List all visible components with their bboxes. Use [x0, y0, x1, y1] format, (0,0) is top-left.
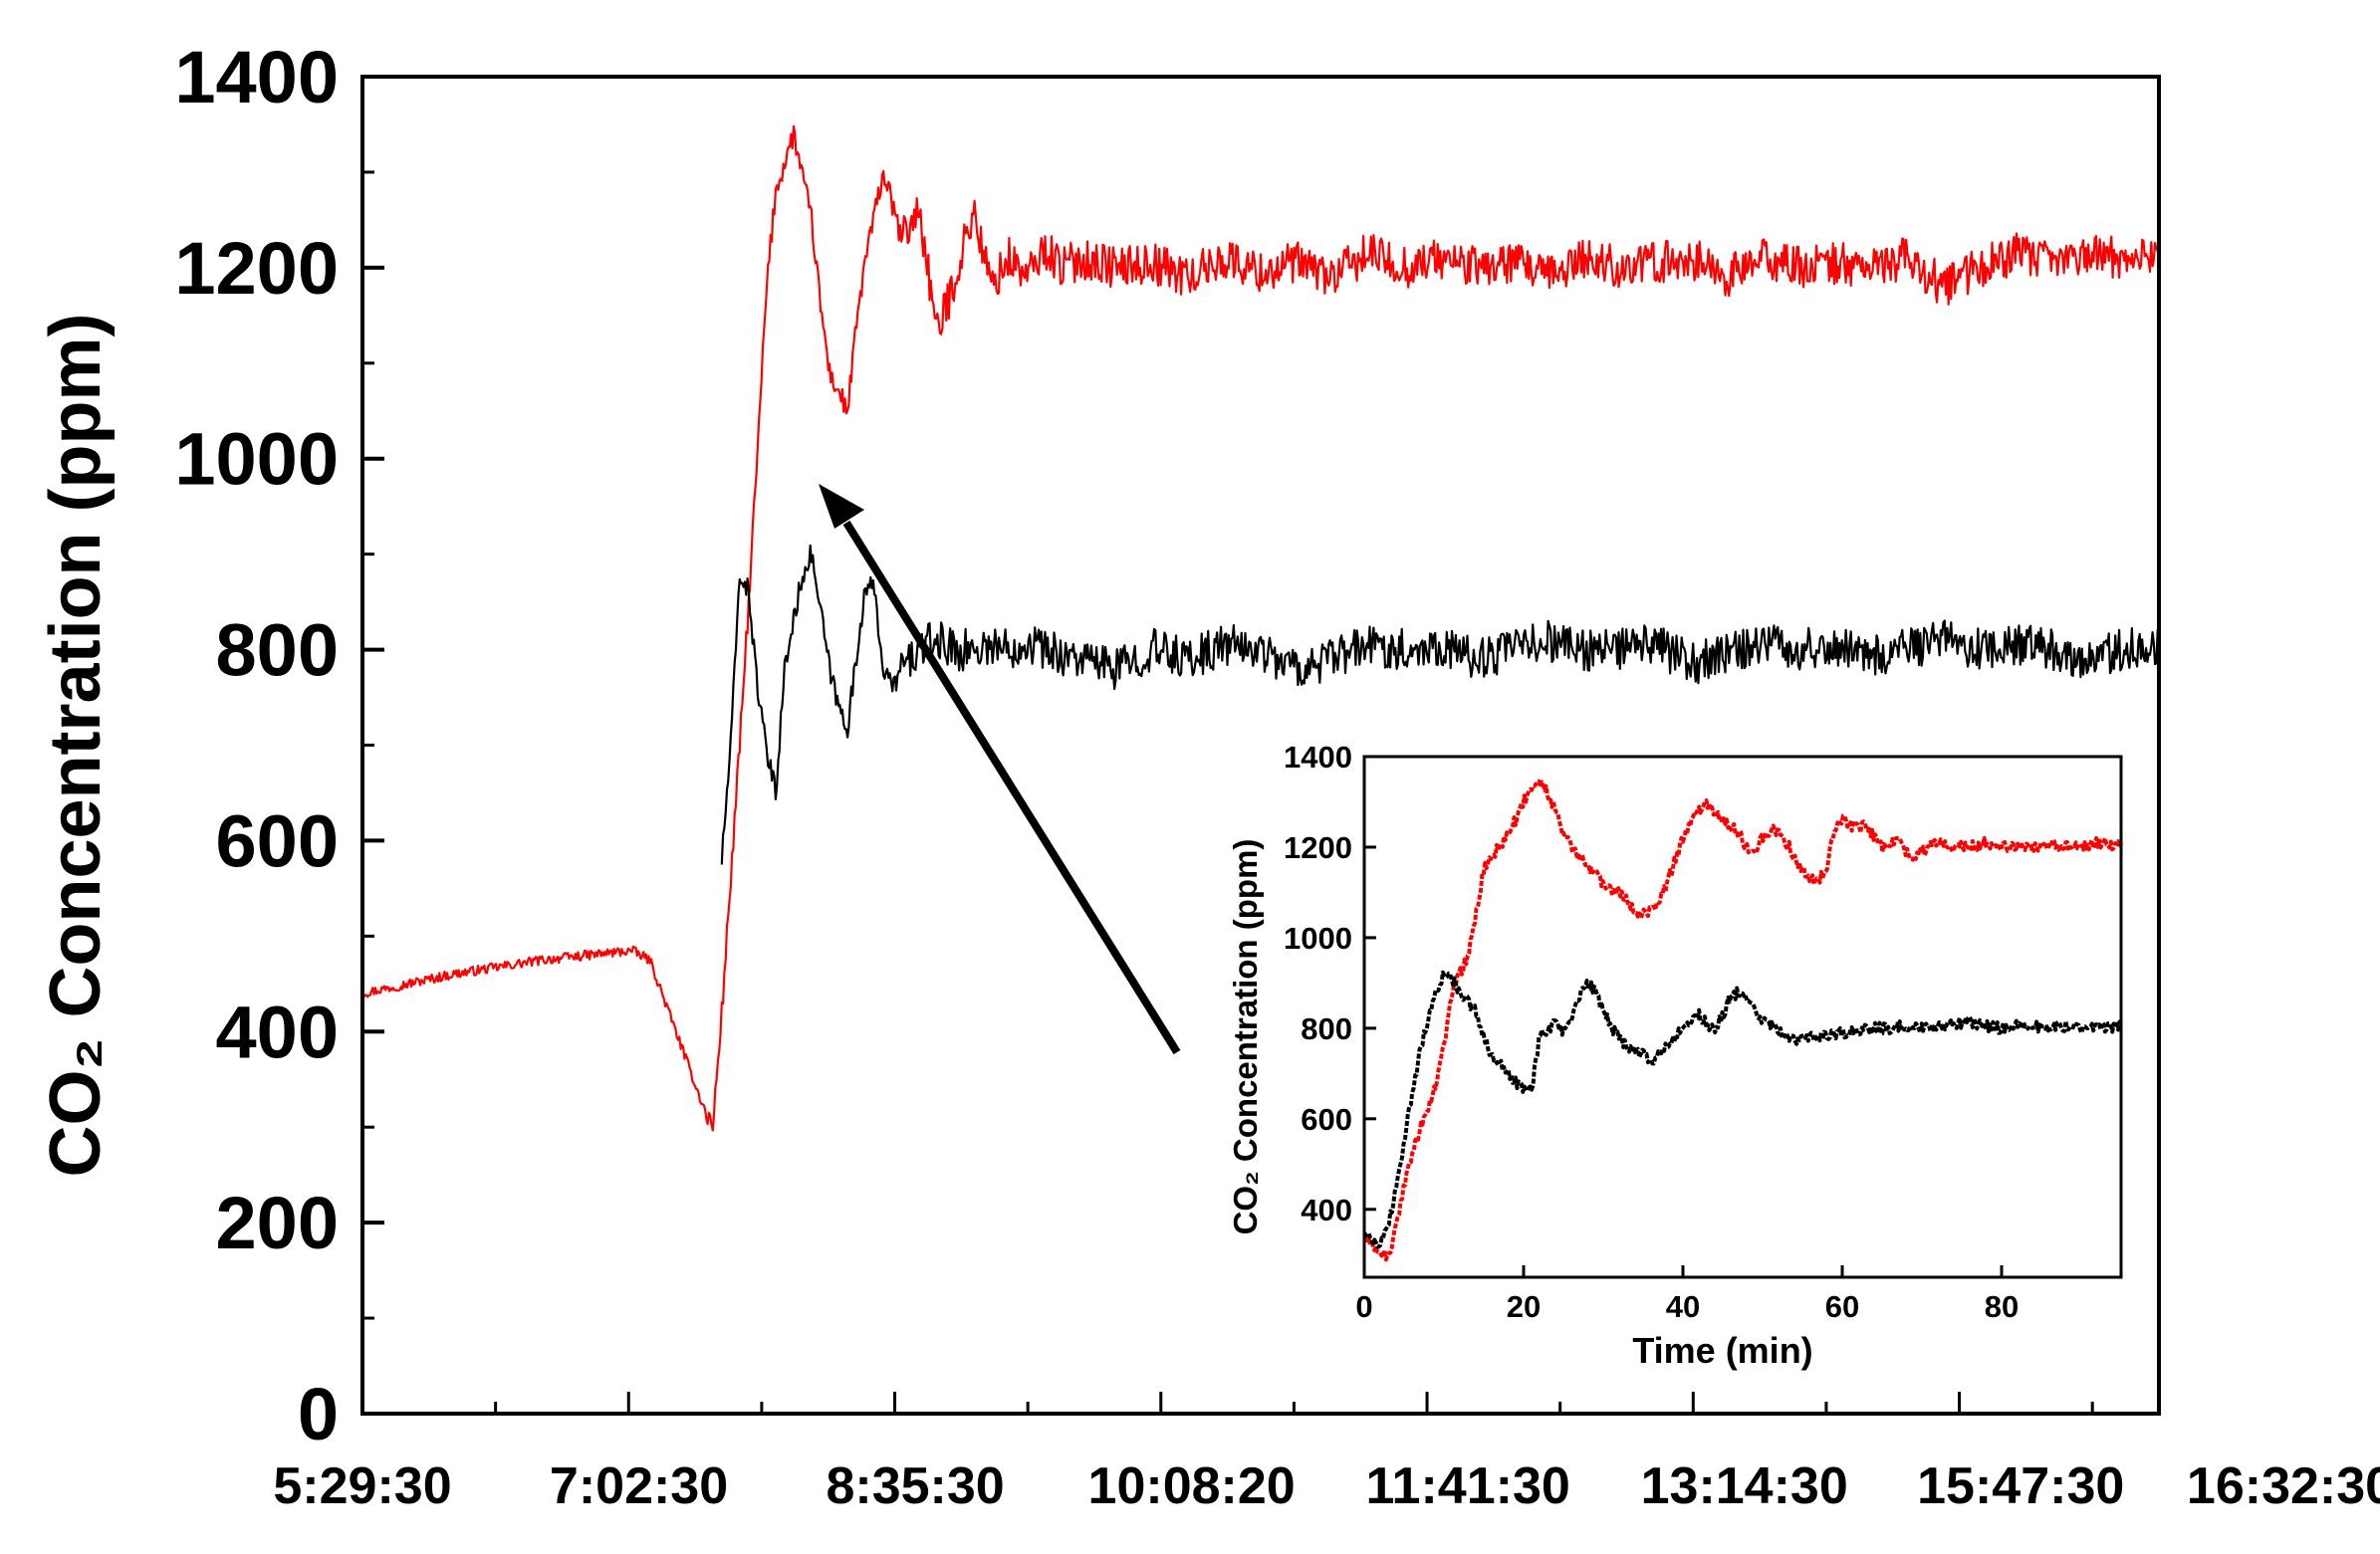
- callout-arrow: [819, 484, 1181, 1055]
- inset-y-tick-label: 1000: [1284, 921, 1352, 956]
- inset-x-axis: 0 20 40 60 80: [1355, 1265, 2019, 1324]
- inset-x-tick-label: 80: [1985, 1289, 2019, 1324]
- callout-arrow-head: [819, 484, 864, 529]
- main-series-line: [720, 544, 2161, 865]
- main-x-tick-label: 5:29:30: [273, 1457, 451, 1515]
- main-series-line: [361, 124, 2161, 1132]
- callout-arrow-shaft: [842, 520, 1181, 1055]
- main-y-tick-label: 0: [298, 1373, 339, 1455]
- main-x-tick-label: 11:41:30: [1366, 1457, 1570, 1515]
- inset-background: [1364, 757, 2121, 1277]
- main-y-tick-label: 600: [216, 799, 339, 882]
- main-x-tick-label: 13:14:30: [1641, 1457, 1848, 1515]
- inset-series-group: [1362, 778, 2123, 1262]
- inset-plot-frame: [1362, 755, 2123, 1279]
- main-x-tick-label: 8:35:30: [826, 1457, 1004, 1515]
- inset-chart: 400 600 800 1000 1200 1400 0 20 40 60 80 Time (mi…: [1227, 740, 2123, 1371]
- inset-y-tick-label: 1200: [1284, 830, 1352, 865]
- inset-y-axis-label: CO₂ Concentration (ppm): [1227, 839, 1264, 1235]
- main-y-tick-label: 200: [216, 1182, 339, 1264]
- main-x-axis: 5:29:30 7:02:30 8:35:30 10:08:20 11:41:30 13:…: [273, 1392, 2380, 1515]
- main-y-tick-label: 800: [216, 609, 339, 692]
- main-y-tick-label: 1400: [174, 36, 339, 118]
- inset-x-tick-label: 20: [1507, 1289, 1541, 1324]
- inset-series-line: [1362, 970, 2123, 1249]
- main-x-tick-label: 10:08:20: [1088, 1457, 1296, 1515]
- inset-x-tick-label: 60: [1825, 1289, 1859, 1324]
- inset-x-axis-label: Time (min): [1632, 1330, 1812, 1371]
- main-x-tick-label: 16:32:30: [2187, 1457, 2380, 1515]
- main-y-axis-label: CO₂ Concentration (ppm): [36, 314, 116, 1178]
- main-x-tick-label: 15:47:30: [1917, 1457, 2124, 1515]
- inset-y-tick-label: 400: [1301, 1193, 1352, 1227]
- main-y-axis: 0 200 400 600 800 1000 1200 1400: [174, 36, 384, 1455]
- inset-series-line: [1363, 778, 2123, 1262]
- main-y-tick-label: 1200: [174, 227, 339, 310]
- inset-x-tick-label: 0: [1355, 1289, 1372, 1324]
- main-y-tick-label: 400: [216, 991, 339, 1073]
- inset-y-tick-label: 600: [1301, 1102, 1352, 1137]
- inset-y-axis: 400 600 800 1000 1200 1400: [1284, 740, 1376, 1227]
- inset-y-tick-label: 800: [1301, 1011, 1352, 1046]
- main-series-group: [361, 124, 2161, 1132]
- main-x-tick-label: 7:02:30: [550, 1457, 728, 1515]
- inset-x-tick-label: 40: [1666, 1289, 1700, 1324]
- main-y-tick-label: 1000: [174, 418, 339, 501]
- inset-y-tick-label: 1400: [1284, 740, 1352, 775]
